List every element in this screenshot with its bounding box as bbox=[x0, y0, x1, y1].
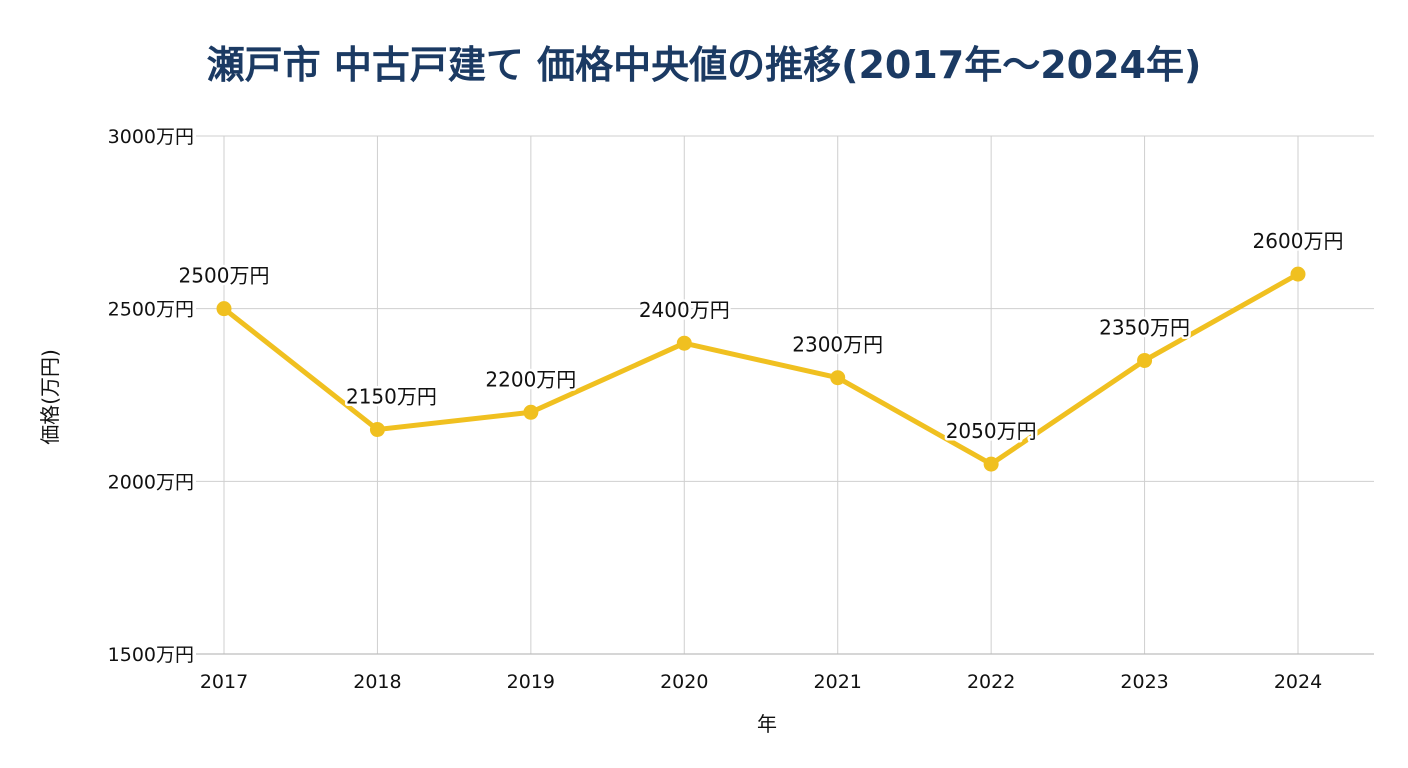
data-point bbox=[1290, 266, 1306, 282]
x-tick-label: 2024 bbox=[1274, 671, 1322, 693]
x-tick-label: 2018 bbox=[353, 671, 401, 693]
axes: 1500万円 2000万円 2500万円 3000万円 2017 2018 2019 2020… bbox=[108, 126, 1374, 693]
data-point bbox=[983, 456, 999, 472]
grid-lines bbox=[196, 135, 1374, 655]
data-point bbox=[676, 335, 692, 351]
data-label: 2200万円 bbox=[485, 367, 576, 391]
data-label: 2150万円 bbox=[346, 385, 437, 409]
x-tick-label: 2021 bbox=[814, 671, 862, 693]
y-tick-label: 1500万円 bbox=[108, 644, 194, 666]
chart-title: 瀬戸市 中古戸建て 価格中央値の推移(2017年〜2024年) bbox=[206, 43, 1202, 87]
y-tick-label: 2500万円 bbox=[108, 299, 194, 321]
data-point bbox=[523, 404, 539, 420]
y-tick-label: 2000万円 bbox=[108, 471, 194, 493]
x-axis-title: 年 bbox=[757, 712, 777, 736]
data-label: 2050万円 bbox=[946, 419, 1037, 443]
data-labels: 2500万円 2150万円 2200万円 2400万円 2300万円 2050万円 2350… bbox=[176, 227, 1346, 446]
y-tick-label: 3000万円 bbox=[108, 126, 194, 148]
data-point bbox=[830, 370, 846, 386]
x-tick-label: 2020 bbox=[660, 671, 708, 693]
data-label: 2600万円 bbox=[1253, 229, 1344, 253]
x-tick-label: 2022 bbox=[967, 671, 1015, 693]
series-price bbox=[216, 266, 1306, 472]
data-label: 2300万円 bbox=[792, 333, 883, 357]
data-label: 2400万円 bbox=[639, 298, 730, 322]
x-tick-label: 2017 bbox=[200, 671, 248, 693]
data-label: 2500万円 bbox=[179, 264, 270, 288]
data-point bbox=[369, 422, 385, 438]
x-tick-label: 2019 bbox=[507, 671, 555, 693]
series-line bbox=[221, 271, 1301, 467]
x-tick-label: 2023 bbox=[1120, 671, 1168, 693]
data-label: 2350万円 bbox=[1099, 315, 1190, 339]
y-axis-title: 価格(万円) bbox=[38, 349, 62, 445]
data-point bbox=[1137, 352, 1153, 368]
data-point bbox=[216, 301, 232, 317]
